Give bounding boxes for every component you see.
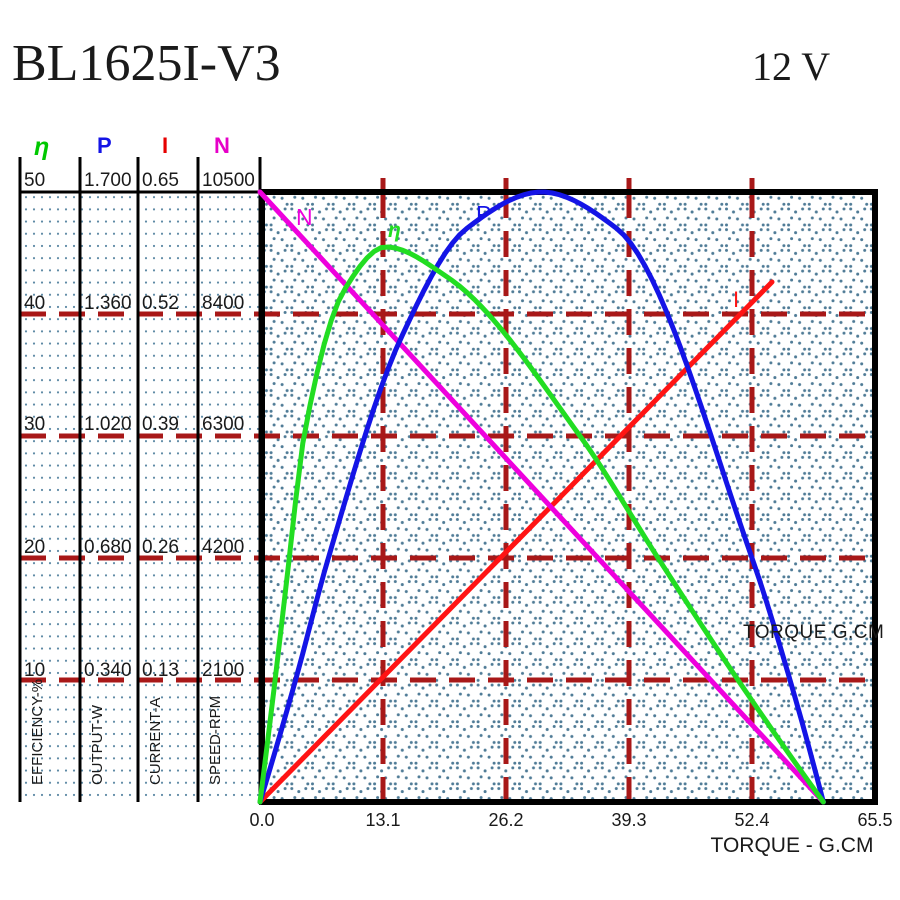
svg-text:30: 30 bbox=[24, 414, 45, 435]
svg-text:0.26: 0.26 bbox=[142, 537, 179, 558]
svg-text:0.39: 0.39 bbox=[142, 414, 179, 435]
svg-text:0.65: 0.65 bbox=[142, 170, 179, 191]
svg-text:OUTPUT-W: OUTPUT-W bbox=[89, 704, 106, 785]
svg-text:CURRENT-A: CURRENT-A bbox=[147, 697, 164, 785]
svg-text:65.5: 65.5 bbox=[857, 810, 892, 830]
svg-text:η: η bbox=[388, 219, 401, 242]
svg-text:0.13: 0.13 bbox=[142, 660, 179, 681]
svg-text:0.52: 0.52 bbox=[142, 293, 179, 314]
svg-text:P: P bbox=[476, 201, 491, 227]
svg-text:P: P bbox=[97, 133, 112, 158]
svg-text:6300: 6300 bbox=[202, 414, 244, 435]
svg-text:10500: 10500 bbox=[202, 170, 255, 191]
svg-text:1.360: 1.360 bbox=[84, 293, 132, 314]
svg-text:12 V: 12 V bbox=[752, 44, 830, 89]
svg-text:52.4: 52.4 bbox=[734, 810, 769, 830]
svg-text:BL1625I-V3: BL1625I-V3 bbox=[12, 35, 281, 92]
svg-text:N: N bbox=[296, 204, 313, 230]
svg-text:4200: 4200 bbox=[202, 537, 244, 558]
svg-text:TORQUE G.CM: TORQUE G.CM bbox=[743, 622, 884, 643]
svg-text:50: 50 bbox=[24, 170, 45, 191]
svg-text:I: I bbox=[733, 287, 739, 312]
svg-text:20: 20 bbox=[24, 537, 45, 558]
svg-text:0.680: 0.680 bbox=[84, 537, 132, 558]
svg-text:η: η bbox=[34, 133, 49, 161]
svg-text:2100: 2100 bbox=[202, 660, 244, 681]
svg-text:I: I bbox=[162, 133, 168, 158]
svg-text:SPEED-RPM: SPEED-RPM bbox=[207, 696, 224, 785]
svg-text:1.020: 1.020 bbox=[84, 414, 132, 435]
svg-text:13.1: 13.1 bbox=[365, 810, 400, 830]
svg-text:8400: 8400 bbox=[202, 293, 244, 314]
svg-text:0.0: 0.0 bbox=[249, 810, 274, 830]
svg-text:TORQUE - G.CM: TORQUE - G.CM bbox=[711, 834, 874, 857]
svg-text:0.340: 0.340 bbox=[84, 660, 132, 681]
svg-text:40: 40 bbox=[24, 293, 45, 314]
svg-text:39.3: 39.3 bbox=[611, 810, 646, 830]
svg-text:26.2: 26.2 bbox=[488, 810, 523, 830]
svg-text:1.700: 1.700 bbox=[84, 170, 132, 191]
svg-text:10: 10 bbox=[24, 660, 45, 681]
svg-text:EFFICIENCY-%: EFFICIENCY-% bbox=[29, 679, 46, 785]
svg-text:N: N bbox=[214, 133, 230, 158]
